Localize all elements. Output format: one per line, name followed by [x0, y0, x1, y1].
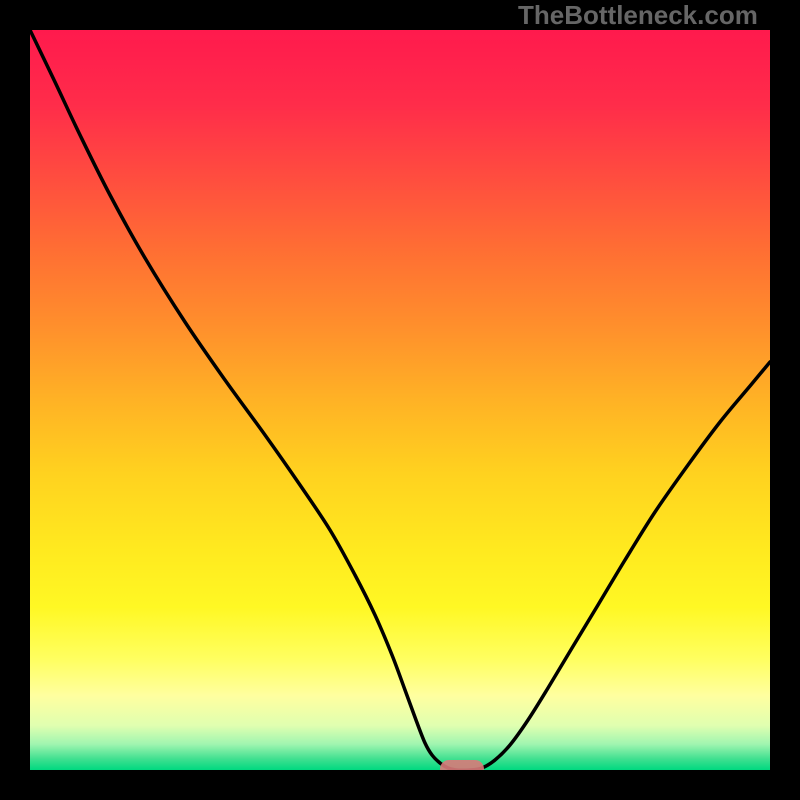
bottleneck-curve: [0, 0, 800, 800]
chart-frame: TheBottleneck.com: [0, 0, 800, 800]
watermark-text: TheBottleneck.com: [518, 0, 758, 31]
optimal-point-marker: [440, 760, 484, 778]
